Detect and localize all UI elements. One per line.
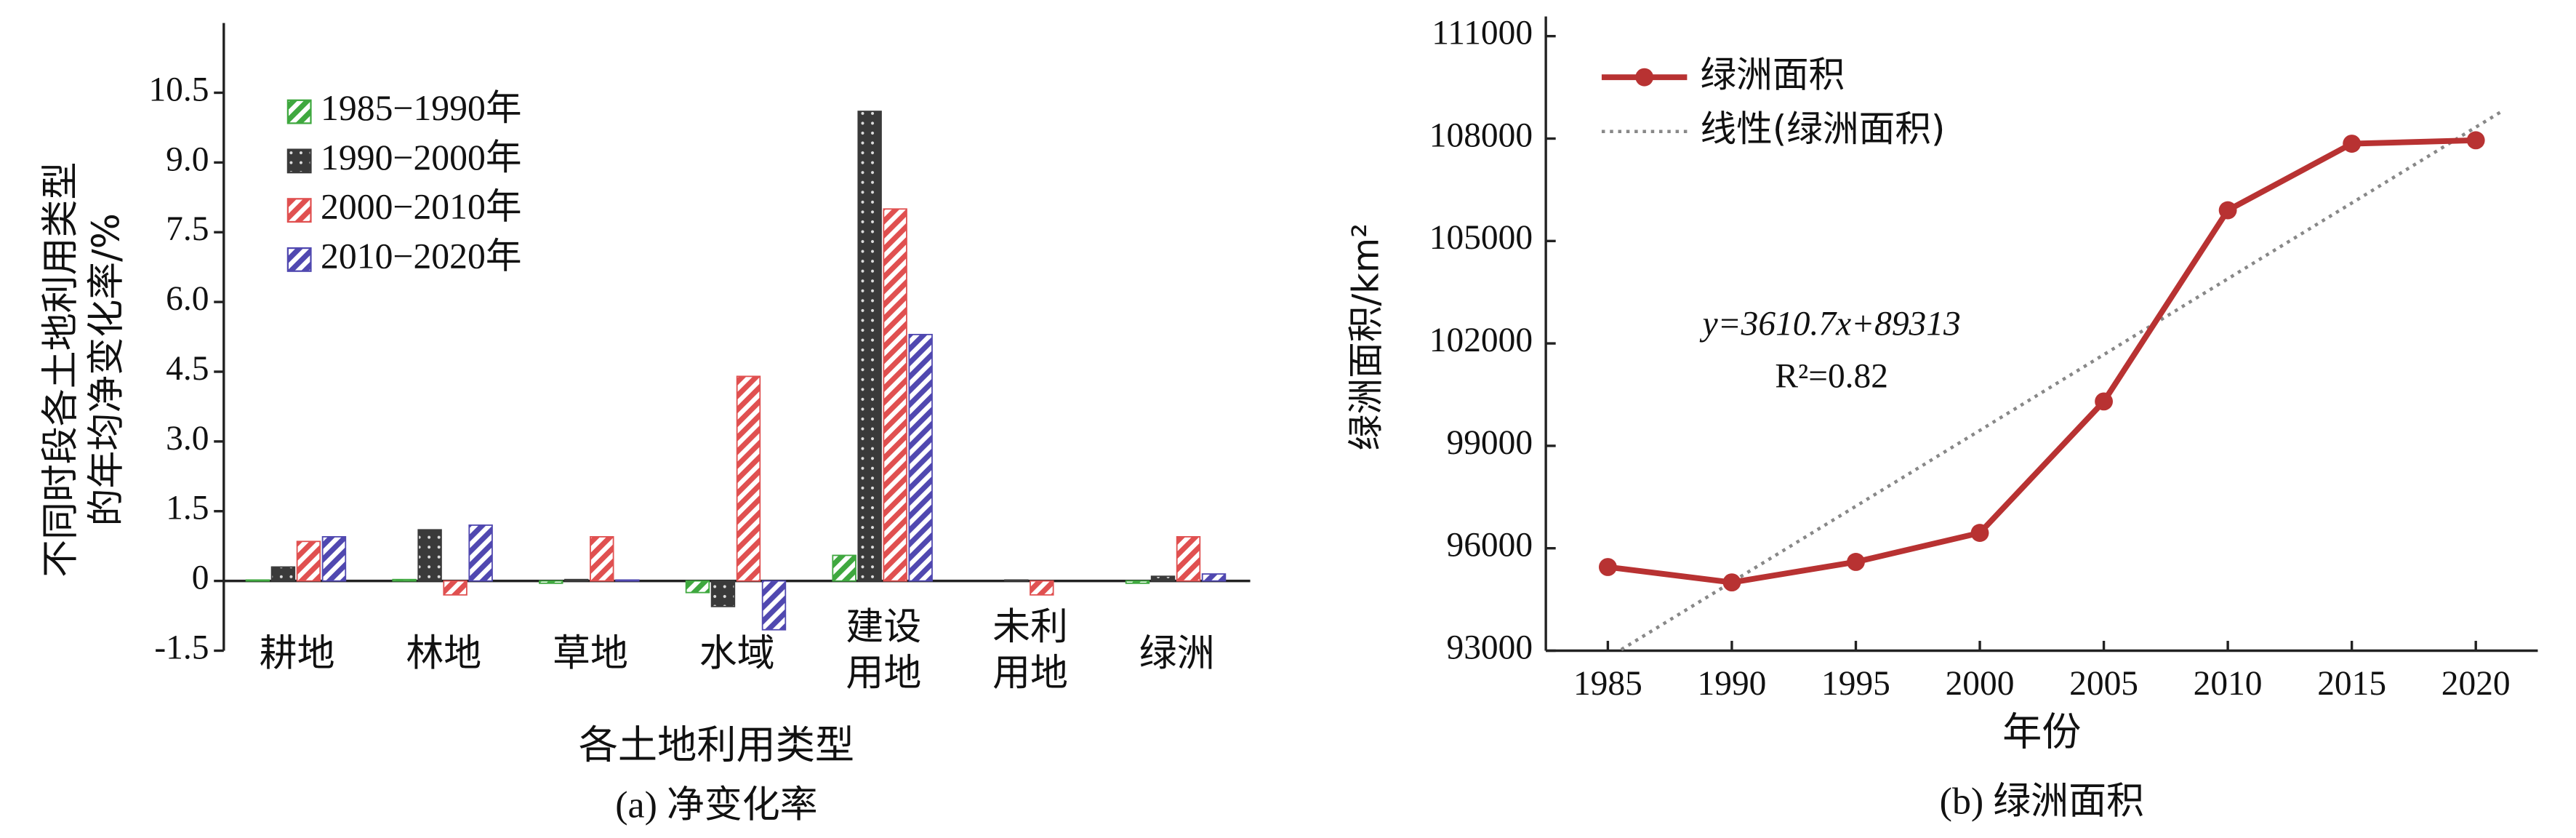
x-tick-label: 未利用地 bbox=[992, 605, 1068, 695]
y-axis-label: 绿洲面积/km² bbox=[1345, 223, 1387, 451]
bar bbox=[832, 554, 856, 582]
x-tick-label: 1990 bbox=[1698, 665, 1767, 703]
x-tick-label: 水域 bbox=[699, 631, 775, 675]
legend-swatch bbox=[286, 99, 312, 124]
y-tick-label: 102000 bbox=[1429, 322, 1533, 359]
bar bbox=[685, 580, 710, 594]
y-tick-label: 111000 bbox=[1432, 15, 1533, 52]
y-tick-label: 10.5 bbox=[148, 71, 209, 108]
legend-label: 线性(绿洲面积) bbox=[1700, 108, 1945, 150]
y-tick-label: 105000 bbox=[1429, 219, 1533, 257]
x-tick-label: 1985 bbox=[1573, 665, 1642, 703]
y-tick-label: 1.5 bbox=[166, 490, 209, 527]
legend-swatch bbox=[286, 148, 312, 174]
y-tick-label: 96000 bbox=[1447, 527, 1533, 564]
data-point bbox=[2218, 201, 2237, 220]
bar bbox=[1201, 573, 1227, 582]
bar bbox=[857, 111, 882, 582]
data-point bbox=[2095, 392, 2113, 411]
data-point bbox=[1847, 553, 1865, 571]
bar bbox=[392, 578, 417, 582]
bar bbox=[296, 540, 321, 582]
x-tick-label: 草地 bbox=[553, 631, 628, 675]
y-tick-label: -1.5 bbox=[154, 628, 209, 666]
y-tick-label: 6.0 bbox=[166, 280, 209, 318]
x-tick-label: 2010 bbox=[2194, 665, 2263, 703]
y-tick-label: 4.5 bbox=[166, 350, 209, 388]
x-tick-label: 林地 bbox=[406, 631, 481, 675]
data-line bbox=[1607, 137, 2476, 586]
data-point bbox=[1970, 524, 1989, 542]
legend-swatch bbox=[286, 247, 312, 272]
equation: y=3610.7x+89313 bbox=[1700, 305, 1961, 343]
legend-swatch bbox=[286, 198, 312, 223]
x-tick-label: 绿洲 bbox=[1139, 631, 1215, 675]
bar bbox=[710, 580, 736, 607]
y-tick-label: 7.5 bbox=[166, 210, 209, 248]
legend-label: 绿洲面积 bbox=[1700, 54, 1845, 96]
x-axis-label: 各土地利用类型 bbox=[579, 722, 854, 767]
x-tick-label: 1995 bbox=[1821, 665, 1890, 703]
bar bbox=[1030, 580, 1054, 596]
bar bbox=[761, 580, 787, 631]
bar bbox=[1125, 580, 1150, 584]
x-tick-label: 耕地 bbox=[260, 631, 335, 675]
legend-label: 2010−2020年 bbox=[321, 236, 521, 276]
y-tick-label: 93000 bbox=[1447, 628, 1533, 666]
x-tick-label: 2015 bbox=[2317, 665, 2386, 703]
bar bbox=[468, 524, 493, 582]
bar bbox=[443, 580, 468, 596]
data-point bbox=[2343, 135, 2362, 153]
y-tick-label: 99000 bbox=[1447, 424, 1533, 462]
bar bbox=[564, 578, 589, 582]
caption: (a) 净变化率 bbox=[615, 784, 817, 826]
bar bbox=[736, 375, 761, 582]
x-tick-label: 2005 bbox=[2069, 665, 2138, 703]
x-axis-label: 年份 bbox=[2002, 709, 2081, 754]
bar bbox=[417, 529, 442, 582]
y-axis-label: 不同时段各土地利用类型 bbox=[39, 162, 82, 578]
data-point bbox=[1598, 558, 1617, 576]
y-tick-label: 9.0 bbox=[166, 140, 209, 178]
r-squared: R²=0.82 bbox=[1775, 358, 1888, 396]
y-tick-label: 108000 bbox=[1429, 116, 1533, 154]
x-tick-label: 2020 bbox=[2441, 665, 2511, 703]
bar bbox=[321, 535, 347, 582]
bar bbox=[1150, 575, 1176, 582]
bar bbox=[590, 535, 614, 582]
legend-marker bbox=[1635, 68, 1654, 87]
data-point bbox=[1722, 573, 1741, 592]
legend-label: 1990−2000年 bbox=[321, 137, 521, 177]
data-point bbox=[2466, 131, 2485, 150]
y-axis-label: 的年均净变化率/% bbox=[85, 213, 129, 526]
x-tick-label: 2000 bbox=[1946, 665, 2015, 703]
bar bbox=[1176, 535, 1201, 582]
bar bbox=[270, 566, 296, 582]
bar bbox=[883, 208, 907, 582]
bar bbox=[539, 580, 563, 584]
y-tick-label: 3.0 bbox=[166, 420, 209, 458]
y-tick-label: 0 bbox=[192, 559, 209, 597]
legend-label: 1985−1990年 bbox=[321, 88, 521, 128]
trend-line bbox=[1616, 111, 2502, 651]
legend-label: 2000−2010年 bbox=[321, 187, 521, 227]
x-tick-label: 建设用地 bbox=[846, 605, 921, 695]
bar bbox=[908, 333, 933, 582]
caption: (b) 绿洲面积 bbox=[1940, 781, 2144, 823]
